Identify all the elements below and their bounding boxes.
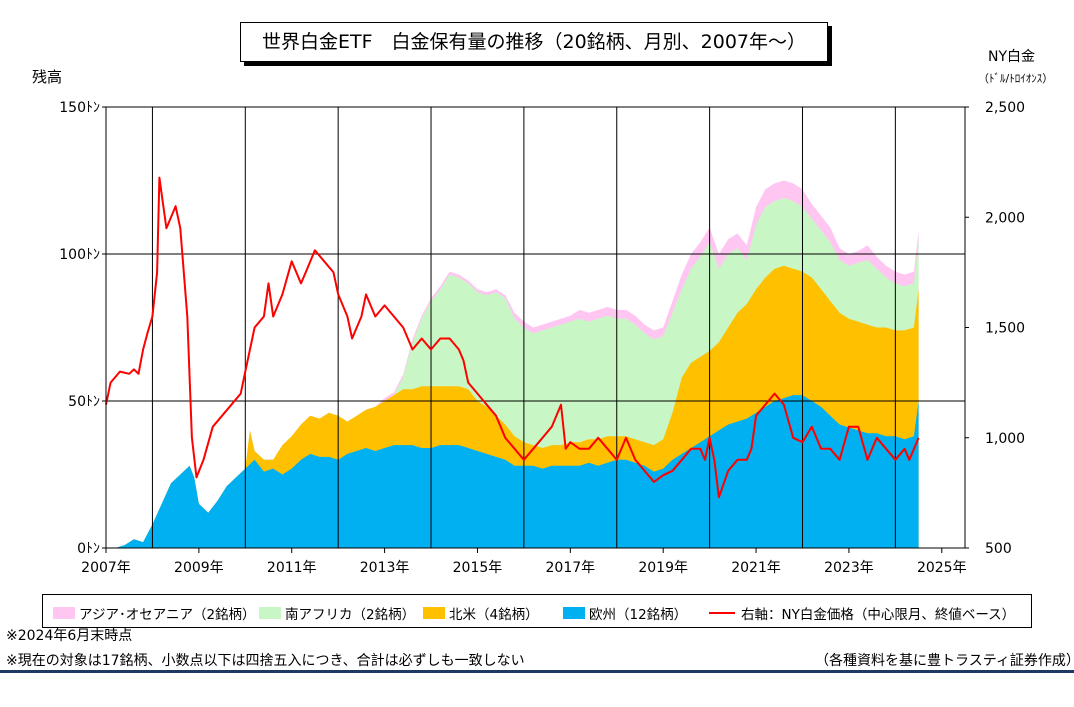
chart-title: 世界白金ETF 白金保有量の推移（20銘柄、月別、2007年～）: [240, 22, 828, 62]
right-tick-label: 2,000: [985, 210, 1025, 226]
legend-swatch-north-america: [423, 607, 445, 619]
legend-item-north-america: 北米（4銘柄）: [423, 603, 539, 623]
legend: アジア･オセアニア（2銘柄） 南アフリカ（2銘柄） 北米（4銘柄） 欧州（12銘…: [42, 594, 1032, 628]
right-axis-label: NY白金: [988, 49, 1036, 65]
legend-swatch-south-africa: [259, 607, 281, 619]
legend-label-north-america: 北米（4銘柄）: [449, 607, 539, 623]
note-disclaimer: ※現在の対象は17銘柄、小数点以下は四捨五入につき、合計は必ずしも一致しない: [6, 653, 525, 669]
right-axis-unit: （ﾄﾞﾙ/ﾄﾛｲｵﾝｽ）: [978, 72, 1054, 85]
left-tick-label: 0ﾄﾝ: [77, 541, 100, 557]
note-source: （各種資料を基に豊トラスティ証券作成）: [815, 653, 1074, 669]
x-tick-label: 2025年: [917, 560, 967, 576]
x-tick-label: 2021年: [731, 560, 781, 576]
price-line: [105, 176, 920, 499]
right-tick-label: 1,500: [985, 321, 1025, 337]
legend-swatch-price: [709, 612, 735, 614]
legend-label-europe: 欧州（12銘柄）: [589, 607, 688, 623]
x-tick-label: 2013年: [360, 560, 410, 576]
stacked-area-layer: [115, 180, 919, 548]
left-axis-label: 残高: [32, 68, 63, 86]
legend-swatch-europe: [563, 607, 585, 619]
x-tick-label: 2017年: [546, 560, 596, 576]
area-europe: [115, 395, 919, 548]
legend-item-price: 右軸：NY白金価格（中心限月、終値ベース）: [709, 603, 1015, 623]
axis-ticks: 0ﾄﾝ 50ﾄﾝ 100ﾄﾝ 150ﾄﾝ 500 1,000 1,500 2,000 2,500…: [59, 100, 1025, 576]
legend-swatch-asia: [53, 607, 75, 619]
x-tick-label: 2007年: [81, 560, 131, 576]
left-tick-label: 150ﾄﾝ: [59, 100, 100, 116]
legend-item-europe: 欧州（12銘柄）: [563, 603, 687, 623]
bottom-rule: [0, 670, 1074, 673]
legend-item-asia: アジア･オセアニア（2銘柄）: [53, 603, 256, 623]
right-tick-label: 2,500: [985, 100, 1025, 116]
legend-item-south-africa: 南アフリカ（2銘柄）: [259, 603, 415, 623]
left-tick-label: 50ﾄﾝ: [68, 394, 100, 410]
note-as-of: ※2024年6月末時点: [6, 628, 133, 644]
legend-label-south-africa: 南アフリカ（2銘柄）: [285, 607, 416, 623]
x-tick-label: 2011年: [267, 560, 317, 576]
legend-label-asia: アジア･オセアニア（2銘柄）: [79, 607, 256, 623]
right-tick-label: 500: [985, 541, 1012, 557]
legend-label-price: 右軸：NY白金価格（中心限月、終値ベース）: [741, 607, 1016, 623]
price-line-layer: [105, 176, 920, 499]
right-tick-label: 1,000: [985, 431, 1025, 447]
x-tick-label: 2019年: [638, 560, 688, 576]
x-tick-label: 2015年: [453, 560, 503, 576]
x-tick-label: 2023年: [824, 560, 874, 576]
gridlines: [106, 107, 965, 548]
x-tick-label: 2009年: [174, 560, 224, 576]
left-tick-label: 100ﾄﾝ: [59, 247, 100, 263]
